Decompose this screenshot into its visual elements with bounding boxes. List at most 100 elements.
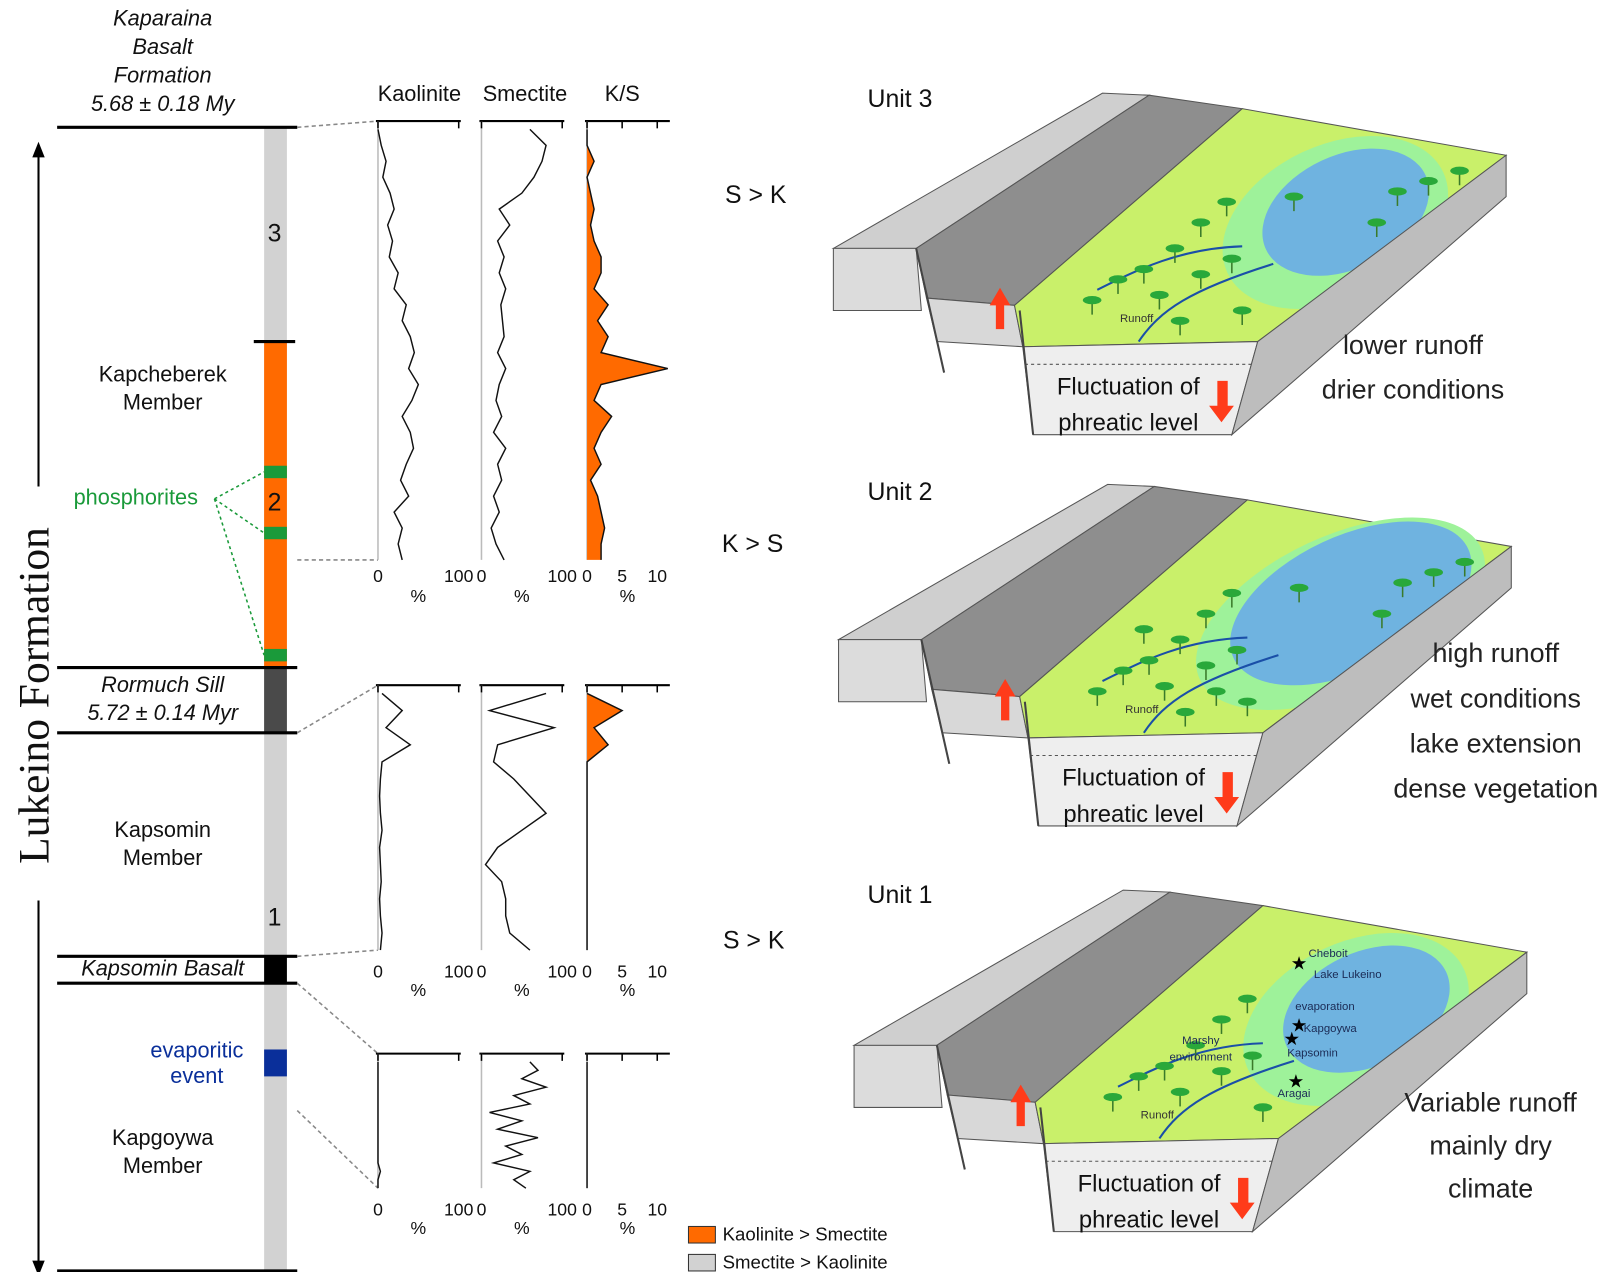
place-label: Marshy — [1182, 1035, 1220, 1047]
tick-label: 100 — [444, 1200, 474, 1220]
label: 1 — [268, 905, 282, 932]
log-curve — [490, 1062, 547, 1188]
tick-label: 10 — [647, 1200, 667, 1220]
label: Basalt — [133, 34, 194, 59]
rule — [297, 685, 378, 733]
fault-block-front — [854, 1045, 942, 1107]
fault-block-front — [833, 248, 921, 310]
ratio-label: S > K — [725, 182, 787, 209]
axis-unit: % — [514, 1218, 530, 1238]
tick-label: 100 — [548, 1200, 578, 1220]
log-curve — [378, 129, 418, 560]
log-header: Smectite — [483, 81, 567, 106]
tree-crown — [1223, 255, 1242, 263]
place-label: evaporation — [1295, 1001, 1354, 1013]
axis-unit: % — [620, 586, 636, 606]
tick-label: 100 — [548, 566, 578, 586]
tree-crown — [1285, 193, 1304, 201]
phosphorite-link — [214, 499, 264, 533]
step-front — [947, 1095, 1043, 1144]
fluctuation-label: phreatic level — [1058, 410, 1198, 437]
label: evaporitic — [150, 1037, 243, 1062]
tree-crown — [1197, 661, 1216, 669]
log-header: K/S — [605, 81, 640, 106]
fluctuation-label: Fluctuation of — [1057, 373, 1200, 400]
basalt — [264, 956, 287, 983]
axis-unit: % — [411, 980, 427, 1000]
fault-block-front — [839, 640, 927, 702]
rule — [297, 121, 378, 127]
tree-crown — [1254, 1103, 1273, 1111]
tick-label: 0 — [477, 1200, 487, 1220]
tick-label: 0 — [477, 962, 487, 982]
fluctuation-label: phreatic level — [1063, 801, 1203, 828]
label: 2 — [268, 490, 282, 517]
tree-crown — [1191, 218, 1210, 226]
tree-crown — [1083, 296, 1102, 304]
legend-label: Smectite > Kaolinite — [723, 1252, 888, 1272]
log-curve — [486, 693, 555, 950]
tree-crown — [1223, 589, 1242, 597]
caption: climate — [1448, 1173, 1533, 1203]
runoff-label: Runoff — [1141, 1110, 1175, 1122]
rule — [297, 950, 378, 956]
log-curve — [491, 129, 546, 560]
label: Member — [123, 1153, 203, 1178]
evaporite — [264, 1049, 287, 1076]
caption: wet conditions — [1410, 683, 1581, 713]
rule — [297, 983, 378, 1053]
place-label: environment — [1169, 1052, 1232, 1064]
tree-crown — [1419, 177, 1438, 185]
tick-label: 100 — [548, 962, 578, 982]
label: Member — [123, 845, 203, 870]
tick-label: 0 — [373, 566, 383, 586]
caption: high runoff — [1432, 638, 1559, 668]
unit-title: Unit 2 — [868, 479, 933, 506]
legend-swatch — [688, 1254, 715, 1271]
caption: mainly dry — [1429, 1130, 1552, 1160]
label: Kaparaina — [113, 5, 212, 30]
legend-label: Kaolinite > Smectite — [723, 1224, 888, 1245]
label: event — [170, 1063, 223, 1088]
tree-crown — [1388, 187, 1407, 195]
tick-label: 5 — [617, 962, 627, 982]
fluctuation-label: phreatic level — [1079, 1207, 1219, 1234]
caption: lake extension — [1410, 728, 1582, 758]
ratio-label: S > K — [723, 927, 785, 954]
caption: dense vegetation — [1393, 773, 1598, 803]
tick-label: 0 — [373, 1200, 383, 1220]
tick-label: 0 — [373, 962, 383, 982]
sill — [264, 668, 287, 733]
place-label: Cheboit — [1308, 948, 1348, 960]
phosphorite-band — [264, 649, 287, 661]
tree-crown — [1212, 1015, 1231, 1023]
tree-crown — [1238, 995, 1257, 1003]
tree-crown — [1129, 1072, 1148, 1080]
label: Member — [123, 389, 203, 414]
tick-label: 0 — [477, 566, 487, 586]
tree-crown — [1171, 635, 1190, 643]
phosphorite-band — [264, 527, 287, 539]
site-star: ★ — [1291, 953, 1308, 974]
rule — [297, 1111, 378, 1189]
ks-fill — [587, 129, 668, 560]
tree-crown — [1373, 610, 1392, 618]
label: Formation — [114, 62, 212, 87]
place-label: Kapgoywa — [1304, 1023, 1358, 1035]
tree-crown — [1109, 275, 1128, 283]
axis-unit: % — [514, 980, 530, 1000]
tick-label: 0 — [582, 1200, 592, 1220]
tree-crown — [1166, 244, 1185, 252]
arrow-head — [32, 142, 44, 158]
tick-label: 10 — [647, 566, 667, 586]
phosphorite-link — [214, 499, 264, 655]
figure: Lukeino FormationKaparainaBasaltFormatio… — [0, 0, 1615, 1272]
caption: Variable runoff — [1404, 1087, 1577, 1117]
tree-crown — [1197, 610, 1216, 618]
label: 5.68 ± 0.18 My — [91, 91, 236, 116]
axis-unit: % — [514, 586, 530, 606]
tick-label: 5 — [617, 1200, 627, 1220]
fluctuation-label: Fluctuation of — [1078, 1170, 1221, 1197]
tree-crown — [1135, 625, 1154, 633]
label: Kapcheberek — [99, 361, 227, 386]
